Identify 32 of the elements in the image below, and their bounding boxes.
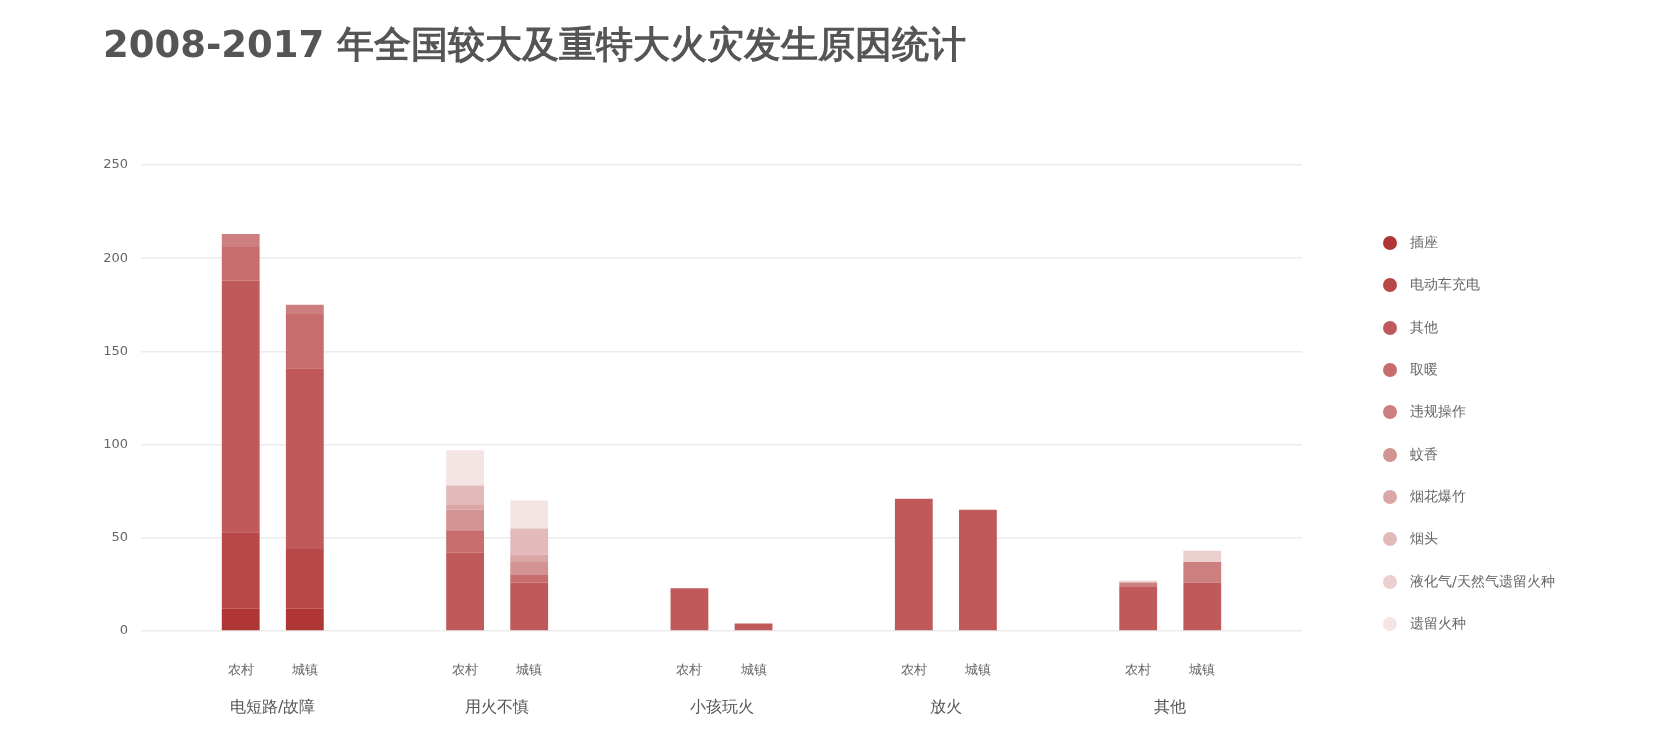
legend-label: 烟花爆竹 bbox=[1410, 487, 1466, 506]
legend-label: 烟头 bbox=[1410, 530, 1438, 549]
text: 用火不慎 bbox=[465, 697, 530, 717]
legend-label: 蚊香 bbox=[1410, 445, 1438, 464]
text: 电短路/故障 bbox=[230, 697, 316, 717]
y-tick-label: 250 bbox=[103, 156, 128, 172]
x-tick-label: 农村 bbox=[452, 662, 479, 678]
x-tick-label: 城镇 bbox=[1188, 662, 1216, 678]
x-tick-label: 农村 bbox=[900, 662, 927, 678]
y-tick-label: 100 bbox=[103, 435, 128, 451]
legend-label: 电动车充电 bbox=[1410, 276, 1480, 295]
text: 放火 bbox=[929, 697, 962, 717]
y-tick-label: 0 bbox=[119, 622, 128, 638]
y-tick-label: 200 bbox=[103, 249, 128, 265]
x-tick-label: 农村 bbox=[227, 662, 254, 678]
y-tick-label: 50 bbox=[111, 529, 128, 545]
x-tick-label: 城镇 bbox=[739, 662, 767, 678]
text: 小孩玩火 bbox=[689, 697, 754, 717]
x-tick-label: 城镇 bbox=[963, 662, 991, 678]
legend-label: 插座 bbox=[1410, 234, 1438, 253]
legend-label: 违规操作 bbox=[1410, 403, 1466, 422]
chart-title: 2008-2017 年全国较大及重特大火灾发生原因统计 bbox=[103, 22, 967, 68]
legend-label: 取暖 bbox=[1410, 361, 1438, 380]
x-tick-label: 农村 bbox=[1125, 662, 1152, 678]
x-tick-label: 城镇 bbox=[515, 662, 543, 678]
text: 其他 bbox=[1154, 697, 1187, 717]
legend-label: 遗留火种 bbox=[1410, 614, 1466, 633]
legend-label: 其他 bbox=[1410, 318, 1438, 337]
y-tick-label: 150 bbox=[103, 342, 128, 358]
legend-label: 液化气/天然气遗留火种 bbox=[1410, 572, 1555, 591]
x-tick-label: 农村 bbox=[676, 662, 703, 678]
x-tick-label: 城镇 bbox=[290, 662, 318, 678]
